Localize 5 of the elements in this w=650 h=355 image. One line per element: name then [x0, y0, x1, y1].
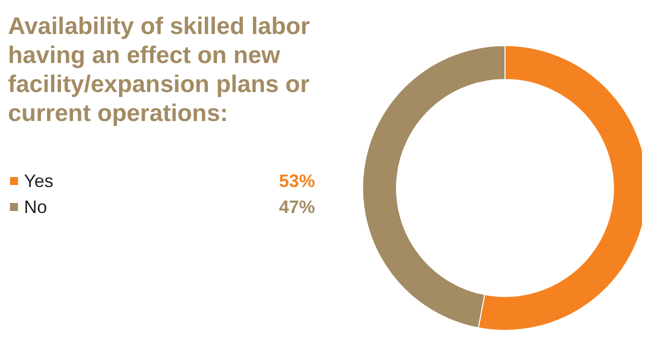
data-label: 53% [279, 171, 316, 191]
legend-label: No [24, 197, 48, 217]
chart-title: Availability of skilled labor having an effect on new facility/expansion plans or current operations: [8, 13, 317, 127]
legend-label: Yes [24, 171, 54, 191]
data-label: 47% [279, 197, 316, 217]
